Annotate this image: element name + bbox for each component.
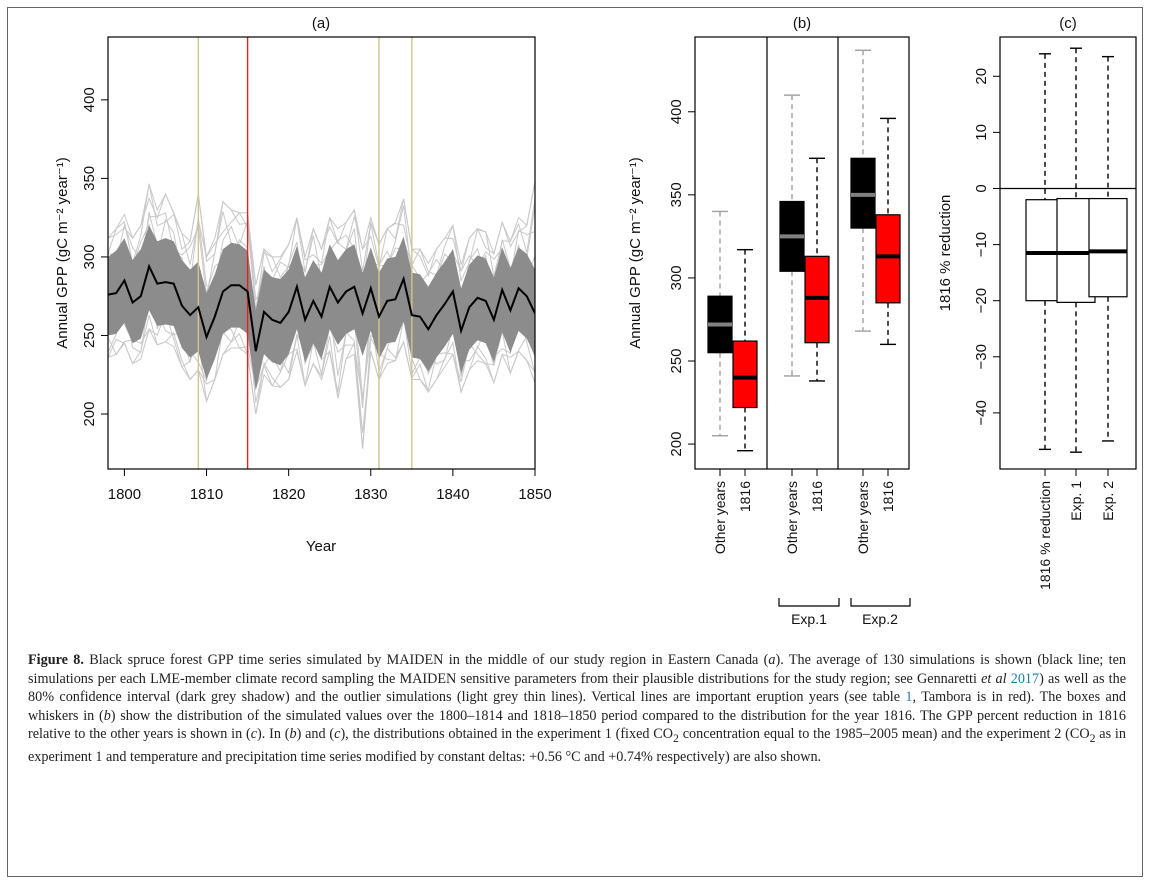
y-tick-label: 250 xyxy=(81,323,98,348)
x-tick-label: 1820 xyxy=(272,486,305,503)
mean-gpp-line xyxy=(108,263,535,352)
y-axis-ticks-c: −40 −30 −20 −10 0 10 20 xyxy=(973,68,1000,426)
y-axis-label-b: Annual GPP (gC m⁻² year⁻¹) xyxy=(627,157,644,348)
x-tick-label: 1840 xyxy=(436,486,469,503)
panel-b-plot-box xyxy=(694,36,910,470)
y-tick-label: 400 xyxy=(81,87,98,112)
boxplot-6 xyxy=(875,117,901,346)
category-label-b: 1816 xyxy=(809,481,825,512)
panel-b-title: (b) xyxy=(793,15,811,32)
x-axis-ticks: 1800 1810 1820 1830 1840 1850 xyxy=(108,469,552,503)
boxplot-2 xyxy=(732,248,758,452)
outlier-line xyxy=(108,310,535,449)
category-label-c: Exp. 2 xyxy=(1100,481,1116,521)
outlier-envelope-line xyxy=(108,327,535,449)
panel-a-title: (a) xyxy=(312,15,330,32)
panel-a-plot-box xyxy=(107,36,536,470)
y-axis-ticks-b: 200 250 300 350 400 xyxy=(668,99,695,457)
y-tick-label-c: −20 xyxy=(973,288,990,313)
table-link[interactable]: 1 xyxy=(905,689,913,706)
y-tick-label-b: 250 xyxy=(668,348,685,373)
citation-link[interactable]: 2017 xyxy=(1006,670,1040,687)
boxplot-group-b xyxy=(707,49,901,452)
category-label-b: Other years xyxy=(855,481,871,554)
boxplot-5 xyxy=(850,49,876,332)
box xyxy=(1088,197,1128,298)
figure-8: (a) 1800 1810 1820 1830 1840 1850 20025030035… xyxy=(54,15,1137,627)
panel-c-plot-box xyxy=(999,36,1137,470)
figure-frame xyxy=(7,7,1143,877)
exp2-label: Exp.2 xyxy=(862,611,898,627)
y-tick-label-c: −30 xyxy=(973,344,990,369)
x-axis-label: Year xyxy=(306,538,336,555)
category-label-c: 1816 % reduction xyxy=(1037,481,1053,590)
panel-c-title: (c) xyxy=(1059,15,1077,32)
y-tick-label: 200 xyxy=(81,402,98,427)
exp1-label: Exp.1 xyxy=(791,611,827,627)
y-axis-label-c: 1816 % reduction xyxy=(937,195,954,312)
boxplot-3 xyxy=(779,94,805,377)
x-category-labels-b: Other years 1816 Other years 1816 Other year… xyxy=(712,469,896,554)
box xyxy=(732,340,758,409)
y-tick-label: 300 xyxy=(81,244,98,269)
category-label-b: 1816 xyxy=(737,481,753,512)
x-tick-label: 1830 xyxy=(354,486,387,503)
exp1-bracket: Exp.1 xyxy=(778,598,840,627)
y-tick-label-c: 0 xyxy=(973,184,990,192)
caption-label: Figure 8. xyxy=(28,652,84,668)
box xyxy=(875,214,901,304)
ci80-band xyxy=(108,225,535,391)
x-category-labels-c: 1816 % reduction Exp. 1 Exp. 2 xyxy=(1037,469,1116,590)
category-label-c: Exp. 1 xyxy=(1068,481,1084,521)
x-tick-label: 1810 xyxy=(190,486,223,503)
category-label-b: Other years xyxy=(784,481,800,554)
y-tick-label-b: 300 xyxy=(668,265,685,290)
y-tick-label-c: 20 xyxy=(973,68,990,85)
y-tick-label-b: 200 xyxy=(668,432,685,457)
boxplot-1 xyxy=(707,210,733,437)
boxplot-4 xyxy=(804,157,830,382)
panel-a-time-series: (a) 1800 1810 1820 1830 1840 1850 200 250 300 35… xyxy=(54,15,552,555)
category-label-b: 1816 xyxy=(880,481,896,512)
category-label-b: Other years xyxy=(712,481,728,554)
y-tick-label-c: −40 xyxy=(973,400,990,425)
y-axis-label: Annual GPP (gC m⁻² year⁻¹) xyxy=(54,157,71,348)
y-tick-label-b: 400 xyxy=(668,99,685,124)
y-tick-label-c: 10 xyxy=(973,124,990,141)
y-tick-label-b: 350 xyxy=(668,182,685,207)
eruption-lines xyxy=(197,37,413,469)
x-tick-label: 1800 xyxy=(108,486,141,503)
x-tick-label: 1850 xyxy=(518,486,551,503)
outlier-envelope-line xyxy=(108,181,535,286)
boxplot-3 xyxy=(1088,55,1128,442)
y-tick-label-c: −10 xyxy=(973,232,990,257)
boxplot-group-c xyxy=(1025,47,1128,453)
y-tick-label: 350 xyxy=(81,166,98,191)
figure-caption: Figure 8. Black spruce forest GPP time s… xyxy=(28,652,1127,765)
exp2-bracket: Exp.2 xyxy=(850,598,911,627)
panel-c-boxplots: (c) −40 −30 −20 −10 0 10 20 1816 % reduction Ex… xyxy=(937,15,1137,590)
y-axis-ticks: 200 250 300 350 400 xyxy=(81,87,108,427)
